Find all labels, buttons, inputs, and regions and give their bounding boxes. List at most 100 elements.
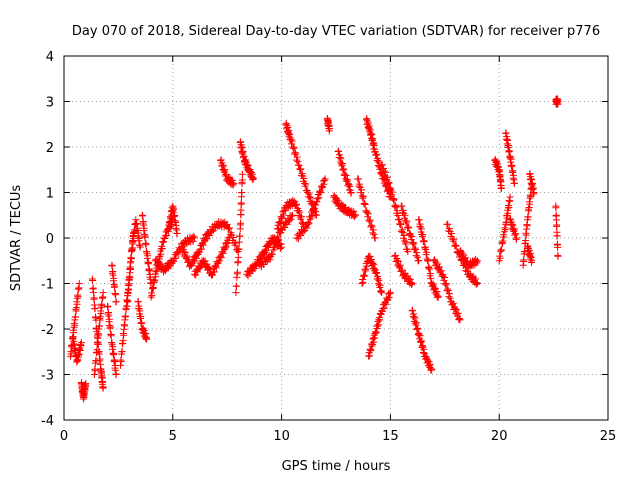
data-point xyxy=(76,347,84,355)
data-point xyxy=(232,239,240,247)
data-point xyxy=(371,234,379,242)
data-point xyxy=(294,206,302,214)
data-point xyxy=(428,366,436,374)
data-point xyxy=(297,232,305,240)
data-point xyxy=(221,244,229,252)
data-point xyxy=(95,322,103,330)
data-point xyxy=(285,217,293,225)
data-point xyxy=(406,275,414,283)
data-point xyxy=(393,257,401,265)
data-point xyxy=(234,253,242,261)
data-point xyxy=(143,334,151,342)
data-point xyxy=(520,258,528,266)
data-point xyxy=(296,165,304,173)
data-point xyxy=(391,251,399,259)
x-tick-label: 5 xyxy=(169,429,177,444)
data-point xyxy=(376,281,384,289)
data-point xyxy=(396,220,404,228)
data-point xyxy=(124,297,132,305)
data-point xyxy=(391,202,399,210)
data-point xyxy=(239,148,247,156)
data-point xyxy=(91,305,99,313)
data-point xyxy=(409,240,417,248)
data-point xyxy=(117,358,125,366)
data-point xyxy=(108,262,116,270)
data-point xyxy=(522,236,530,244)
data-points xyxy=(67,95,562,403)
data-point xyxy=(238,170,246,178)
data-point xyxy=(278,215,286,223)
data-point xyxy=(402,238,410,246)
data-point xyxy=(128,245,136,253)
data-point xyxy=(335,147,343,155)
data-point xyxy=(386,289,394,297)
data-point xyxy=(352,211,360,219)
data-point xyxy=(359,278,367,286)
data-point xyxy=(225,225,233,233)
data-point xyxy=(359,194,367,202)
data-point xyxy=(321,175,329,183)
data-point xyxy=(67,350,75,358)
data-point xyxy=(499,237,507,245)
data-point xyxy=(122,312,130,320)
data-point xyxy=(292,150,300,158)
data-point xyxy=(385,293,393,301)
data-point xyxy=(472,258,480,266)
data-point xyxy=(522,231,530,239)
data-point xyxy=(205,232,213,240)
data-point xyxy=(310,207,318,215)
data-point xyxy=(229,233,237,241)
data-point xyxy=(106,323,114,331)
data-point xyxy=(126,272,134,280)
data-point xyxy=(367,347,375,355)
data-point xyxy=(393,207,401,215)
data-point xyxy=(363,208,371,216)
data-point xyxy=(90,294,98,302)
data-point xyxy=(350,208,358,216)
data-point xyxy=(289,144,297,152)
data-point xyxy=(142,241,150,249)
data-point xyxy=(210,268,218,276)
data-point xyxy=(233,268,241,276)
data-point xyxy=(453,248,461,256)
data-point xyxy=(510,225,518,233)
data-point xyxy=(293,156,301,164)
data-point xyxy=(139,212,147,220)
data-point xyxy=(172,254,180,262)
data-point xyxy=(437,267,445,275)
data-point xyxy=(89,276,97,284)
data-point xyxy=(145,267,153,275)
data-point xyxy=(97,309,105,317)
data-point xyxy=(141,232,149,240)
data-point xyxy=(145,259,153,267)
data-point xyxy=(121,322,129,330)
data-point xyxy=(400,271,408,279)
data-point xyxy=(111,358,119,366)
data-point xyxy=(277,229,285,237)
data-point xyxy=(112,371,120,378)
data-point xyxy=(408,233,416,241)
data-point xyxy=(74,293,82,301)
data-point xyxy=(276,240,284,248)
data-point xyxy=(509,168,517,176)
data-point xyxy=(380,304,388,312)
data-point xyxy=(199,241,207,249)
data-point xyxy=(472,275,480,283)
data-point xyxy=(413,249,421,257)
data-point xyxy=(293,234,301,242)
data-point xyxy=(311,211,319,219)
data-point xyxy=(125,285,133,293)
data-point xyxy=(506,193,514,201)
data-point xyxy=(191,234,199,242)
data-point xyxy=(451,305,459,313)
data-point xyxy=(226,224,234,232)
data-point xyxy=(368,223,376,231)
data-point xyxy=(298,219,306,227)
data-point xyxy=(123,302,131,310)
data-point xyxy=(163,231,171,239)
y-tick-label: 4 xyxy=(46,50,54,65)
grid-lines xyxy=(64,56,608,420)
data-point xyxy=(388,188,396,196)
data-point xyxy=(400,232,408,240)
